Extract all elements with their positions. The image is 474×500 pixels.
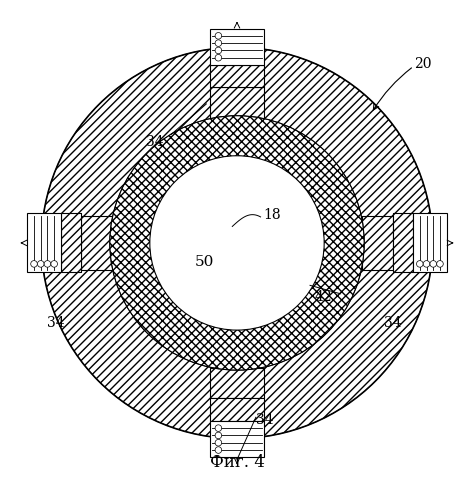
Bar [210, 398, 264, 421]
Circle shape [51, 260, 57, 267]
Bar [392, 214, 413, 272]
Bar [210, 368, 264, 398]
Bar [210, 398, 264, 421]
Circle shape [417, 260, 423, 267]
Bar [210, 88, 264, 118]
Bar [61, 214, 82, 272]
Circle shape [215, 54, 222, 61]
Circle shape [110, 116, 364, 370]
Bar [362, 216, 392, 270]
Bar [210, 28, 264, 65]
Bar [210, 368, 264, 398]
Circle shape [44, 260, 51, 267]
Text: 34: 34 [383, 316, 401, 330]
Text: 18: 18 [263, 208, 281, 222]
Circle shape [215, 40, 222, 46]
Bar [210, 65, 264, 88]
Bar [61, 214, 82, 272]
Circle shape [430, 260, 437, 267]
Bar [210, 88, 264, 118]
Circle shape [31, 260, 37, 267]
Circle shape [215, 432, 222, 438]
Bar [27, 214, 61, 272]
Bar [392, 214, 413, 272]
Bar [210, 65, 264, 88]
Text: 34: 34 [256, 412, 273, 426]
Circle shape [437, 260, 443, 267]
Bar [362, 216, 392, 270]
Text: 20: 20 [414, 57, 431, 71]
Bar [413, 214, 447, 272]
Bar [82, 216, 112, 270]
Text: Фиг. 4: Фиг. 4 [210, 454, 264, 471]
Circle shape [215, 440, 222, 446]
Text: 42: 42 [315, 290, 332, 304]
Text: 34: 34 [47, 316, 64, 330]
Circle shape [150, 156, 324, 330]
Text: 50: 50 [194, 255, 214, 269]
Circle shape [215, 425, 222, 432]
Circle shape [41, 48, 433, 438]
Circle shape [37, 260, 44, 267]
Circle shape [215, 32, 222, 39]
Text: 34: 34 [146, 134, 164, 148]
Bar [210, 421, 264, 458]
Bar [82, 216, 112, 270]
Circle shape [215, 47, 222, 54]
Circle shape [423, 260, 430, 267]
Circle shape [215, 446, 222, 454]
